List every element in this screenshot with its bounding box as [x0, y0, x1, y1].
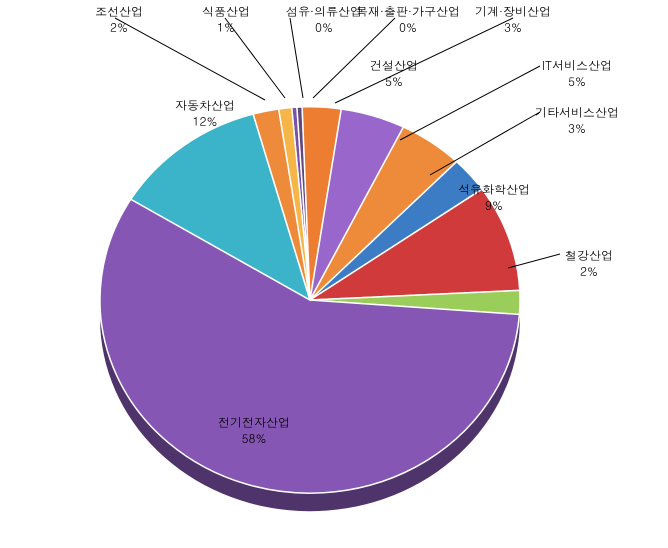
pie-label-pct: 5%: [385, 73, 403, 90]
pie-label-pct: 2%: [110, 19, 128, 36]
pie-label: 철강산업2%: [565, 248, 613, 279]
pie-label-pct: 2%: [580, 263, 598, 280]
pie-label: 섬유·의류산업0%: [286, 4, 362, 35]
pie-label: 식품산업1%: [202, 4, 250, 35]
pie-label-name: 석유화학산업: [458, 181, 530, 198]
pie-label: 기계·장비산업3%: [475, 4, 551, 35]
pie-label-name: 식품산업: [202, 3, 250, 20]
pie-label: 목재·출판·가구산업0%: [356, 4, 460, 35]
pie-label-pct: 0%: [399, 19, 417, 36]
pie-label: 기타서비스산업3%: [535, 105, 619, 136]
pie-label-pct: 3%: [504, 19, 522, 36]
pie-label-pct: 12%: [193, 113, 218, 130]
pie-label-name: 조선산업: [95, 3, 143, 20]
pie-label-name: 기계·장비산업: [475, 3, 551, 20]
pie-label: 석유화학산업9%: [458, 182, 530, 213]
pie-label-name: 철강산업: [565, 247, 613, 264]
pie-label-name: 목재·출판·가구산업: [356, 3, 460, 20]
pie-label-pct: 5%: [568, 73, 586, 90]
pie-label: 건설산업5%: [370, 58, 418, 89]
pie-label: IT서비스산업5%: [542, 58, 612, 89]
pie-label-pct: 3%: [568, 120, 586, 137]
pie-label-name: 기타서비스산업: [535, 104, 619, 121]
pie-label: 조선산업2%: [95, 4, 143, 35]
pie-label-name: 건설산업: [370, 57, 418, 74]
pie-label: 전기전자산업58%: [218, 415, 290, 446]
pie-label-name: IT서비스산업: [542, 57, 612, 74]
pie-label-pct: 58%: [242, 430, 267, 447]
pie-label-pct: 0%: [315, 19, 333, 36]
pie-label-pct: 9%: [485, 197, 503, 214]
pie-label-name: 전기전자산업: [218, 414, 290, 431]
pie-label: 자동차산업12%: [175, 98, 235, 129]
pie-label-pct: 1%: [217, 19, 235, 36]
pie-label-name: 자동차산업: [175, 97, 235, 114]
pie-label-name: 섬유·의류산업: [286, 3, 362, 20]
